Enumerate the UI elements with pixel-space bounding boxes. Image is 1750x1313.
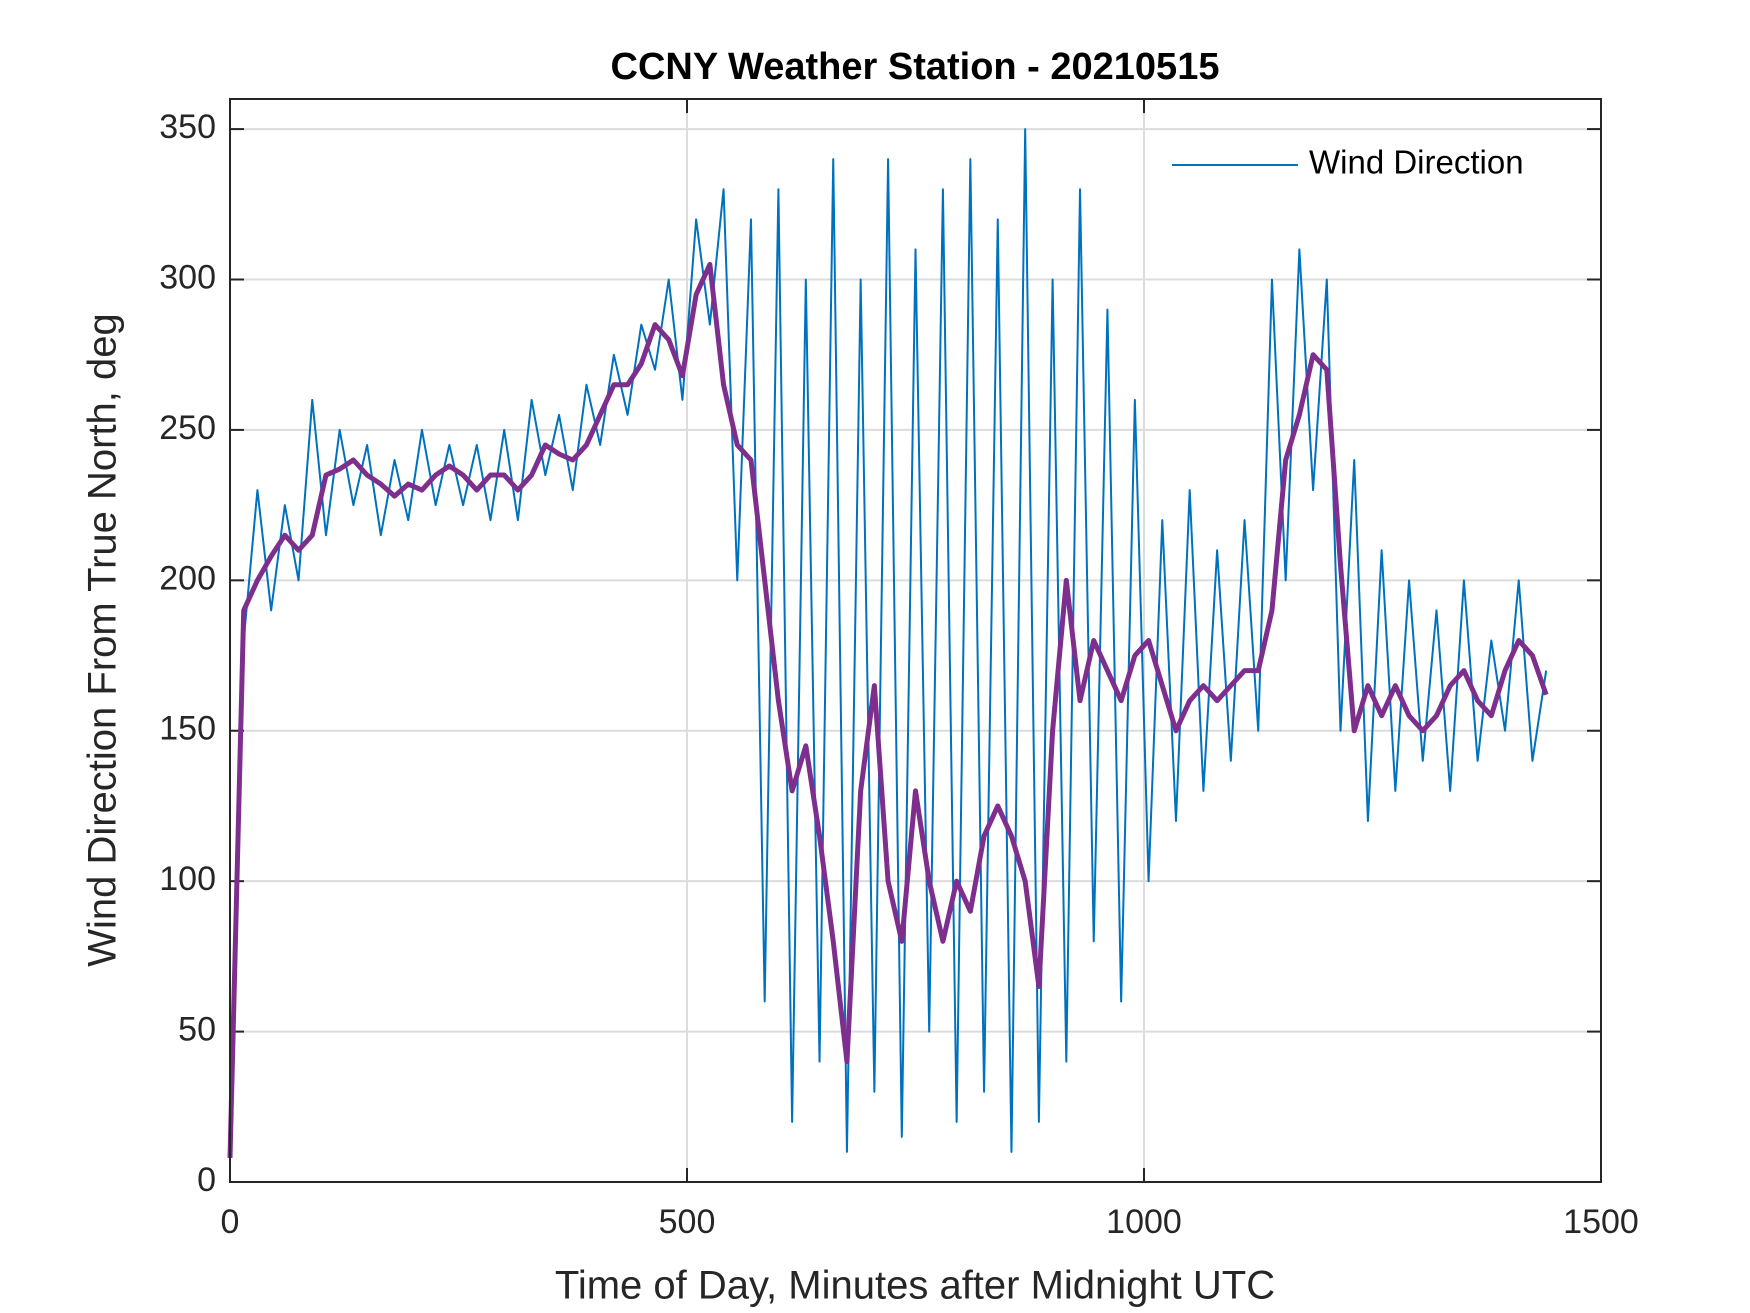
y-tick-label: 50 bbox=[178, 1011, 216, 1049]
series-line bbox=[229, 128, 1548, 1153]
y-tick-label: 150 bbox=[159, 710, 216, 748]
x-tick-label: 1000 bbox=[1106, 1203, 1182, 1241]
chart-title: CCNY Weather Station - 20210515 bbox=[611, 46, 1220, 88]
y-axis-label: Wind Direction From True North, deg bbox=[81, 313, 125, 967]
axes-box bbox=[229, 98, 1602, 1183]
legend-label: Wind Direction bbox=[1309, 144, 1524, 181]
y-tick-label: 0 bbox=[197, 1161, 216, 1199]
x-tick-label: 500 bbox=[659, 1203, 716, 1241]
series-line bbox=[227, 261, 1549, 1158]
x-axis-label: Time of Day, Minutes after Midnight UTC bbox=[555, 1264, 1275, 1308]
x-tick-label: 1500 bbox=[1563, 1203, 1639, 1241]
y-tick-label: 350 bbox=[159, 108, 216, 146]
y-tick-label: 300 bbox=[159, 258, 216, 296]
x-tick-label: 0 bbox=[221, 1203, 240, 1241]
y-tick-label: 200 bbox=[159, 559, 216, 597]
y-tick-label: 100 bbox=[159, 860, 216, 898]
y-tick-label: 250 bbox=[159, 409, 216, 447]
